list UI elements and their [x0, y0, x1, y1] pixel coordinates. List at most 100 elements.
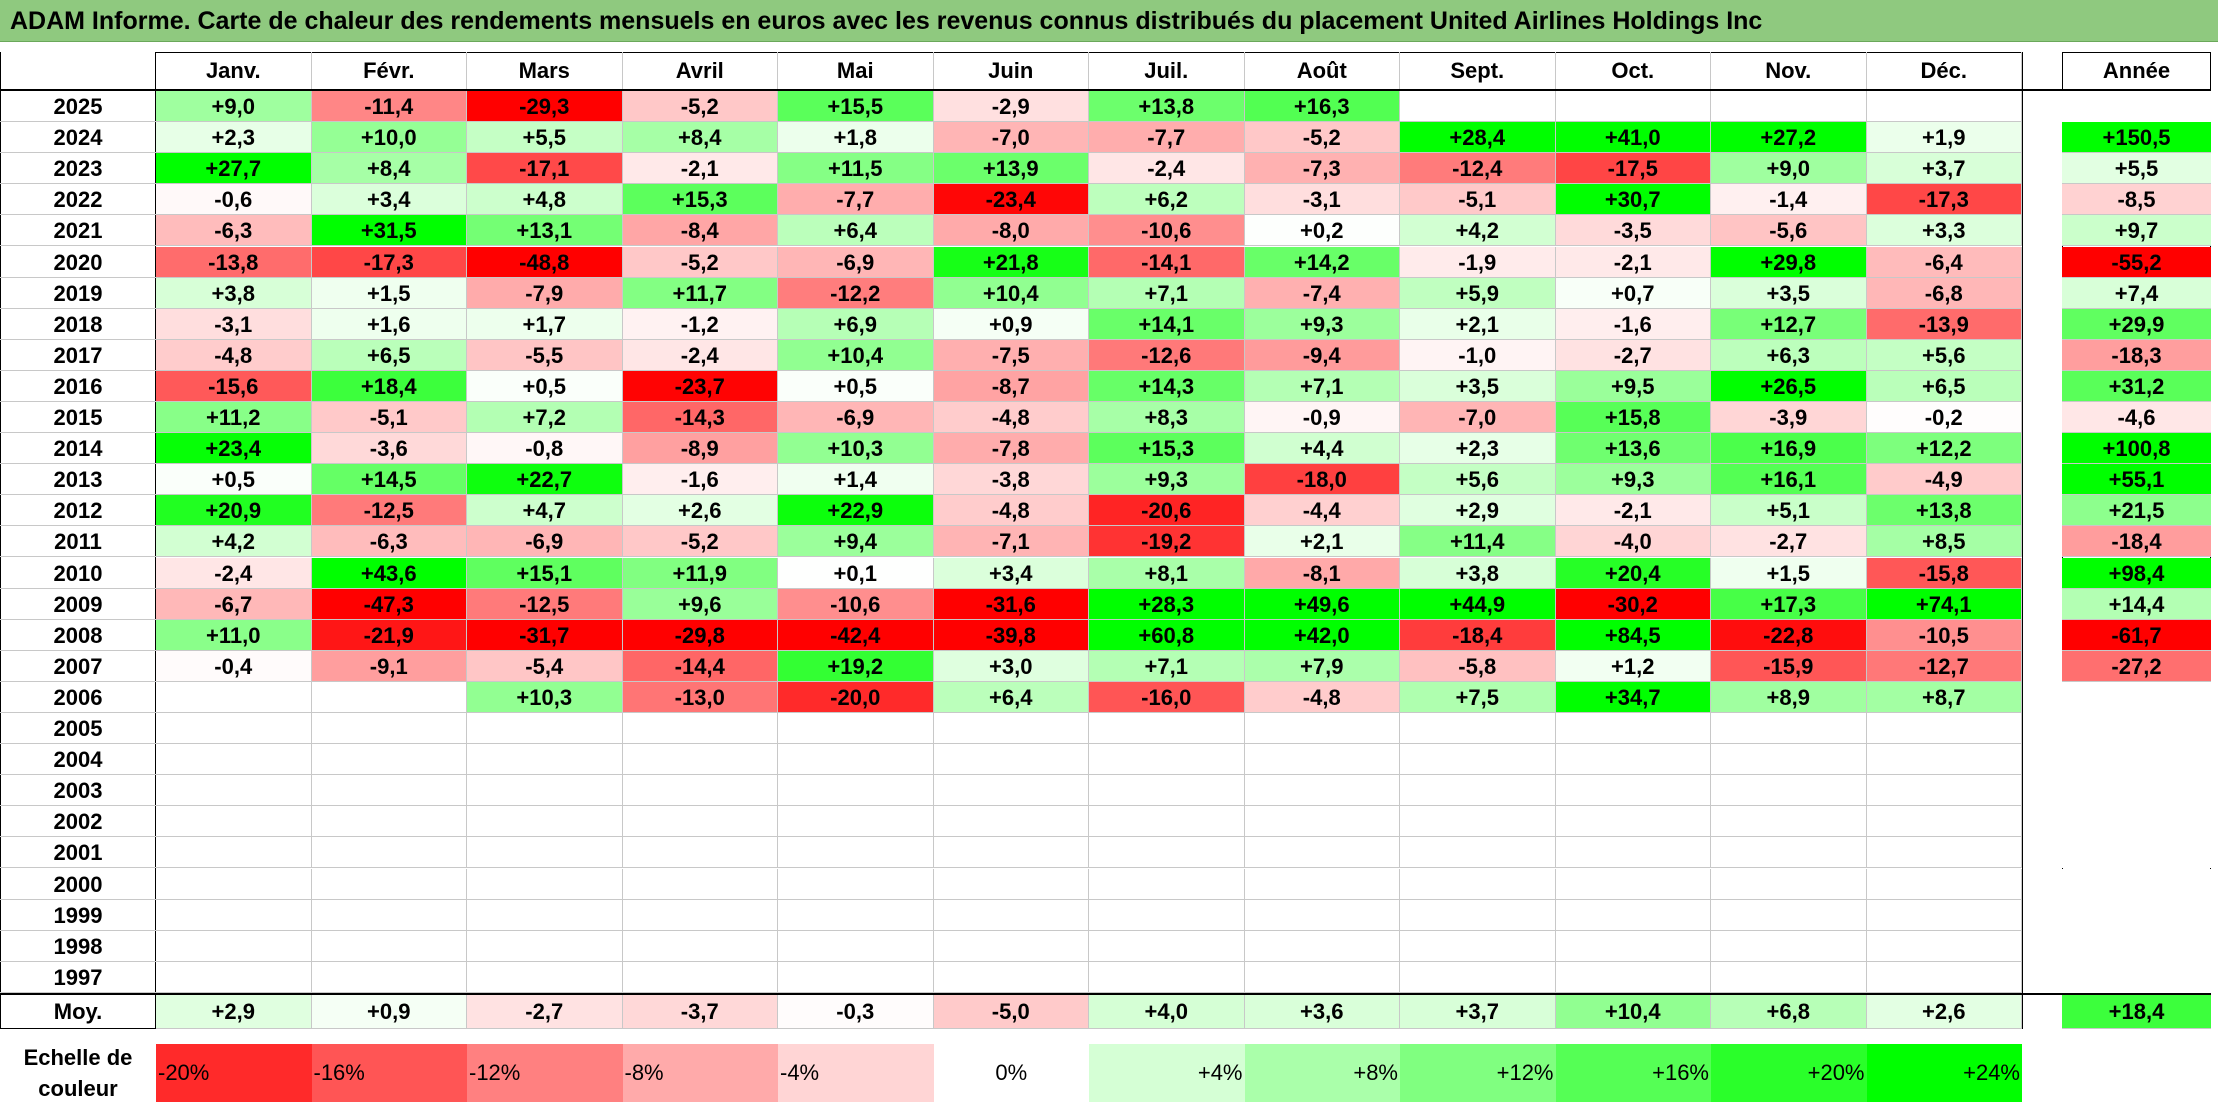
month-cell: +11,7	[622, 277, 778, 309]
month-cell: +3,8	[1400, 557, 1556, 589]
month-cell: -47,3	[311, 588, 467, 620]
month-cell	[156, 961, 312, 993]
month-cell: +0,9	[933, 308, 1089, 340]
month-cell: +49,6	[1244, 588, 1400, 620]
month-cell: -18,4	[1400, 619, 1556, 651]
month-cell: +10,3	[467, 681, 623, 713]
year-label: 2016	[0, 371, 156, 402]
month-cell	[778, 961, 934, 993]
year-label: 2013	[0, 464, 156, 496]
month-cell	[156, 930, 312, 962]
year-label: 2021	[0, 215, 156, 247]
month-cell: -7,0	[933, 122, 1089, 154]
annual-cell: -4,6	[2062, 402, 2211, 434]
month-cell	[1555, 930, 1711, 962]
month-cell	[1089, 961, 1245, 993]
month-cell: -8,0	[933, 215, 1089, 247]
month-cell: -8,4	[622, 215, 778, 247]
month-cell: +14,3	[1089, 370, 1245, 402]
month-cell: +5,9	[1400, 277, 1556, 309]
month-cell: -3,9	[1711, 402, 1867, 434]
page-title: ADAM Informe. Carte de chaleur des rende…	[0, 0, 2218, 42]
month-cell	[156, 744, 312, 776]
month-cell: +2,3	[1400, 433, 1556, 465]
year-label: 2024	[0, 122, 156, 154]
month-cell: -12,6	[1089, 339, 1245, 371]
month-cell: -1,6	[1555, 308, 1711, 340]
month-cell: -7,0	[1400, 402, 1556, 434]
annual-cell: +7,4	[2062, 277, 2211, 309]
month-cell: -7,9	[467, 277, 623, 309]
month-cell: -48,8	[467, 246, 623, 278]
month-cell	[933, 899, 1089, 931]
month-cell: +4,8	[467, 184, 623, 216]
month-cell: +7,5	[1400, 681, 1556, 713]
month-cell: +14,2	[1244, 246, 1400, 278]
month-cell	[622, 961, 778, 993]
month-cell: -14,1	[1089, 246, 1245, 278]
month-header: Avril	[623, 52, 778, 90]
month-cell	[467, 744, 623, 776]
month-cell: +0,5	[467, 370, 623, 402]
month-cell	[1089, 899, 1245, 931]
annual-cell: +5,5	[2062, 153, 2211, 185]
month-cell: -4,4	[1244, 495, 1400, 527]
month-cell: -15,6	[156, 370, 312, 402]
annual-cell	[2062, 91, 2211, 123]
month-cell: -2,1	[1555, 495, 1711, 527]
month-cell: -8,7	[933, 370, 1089, 402]
annual-cell: +9,7	[2062, 215, 2211, 247]
month-cell: -18,0	[1244, 464, 1400, 496]
month-cell: -2,7	[1555, 339, 1711, 371]
month-cell: -4,9	[1866, 464, 2022, 496]
month-cell	[1089, 775, 1245, 807]
annual-cell	[2062, 806, 2211, 838]
month-cell: -5,2	[622, 526, 778, 558]
month-cell	[311, 806, 467, 838]
month-cell	[467, 713, 623, 745]
year-label: 2014	[0, 433, 156, 465]
month-cell	[933, 837, 1089, 869]
month-cell: +0,5	[778, 370, 934, 402]
month-cell	[1555, 744, 1711, 776]
month-cell: -6,8	[1866, 277, 2022, 309]
month-cell: +15,5	[778, 91, 934, 123]
avg-cell: -2,7	[467, 995, 623, 1029]
month-cell: -1,2	[622, 308, 778, 340]
month-cell: +5,6	[1400, 464, 1556, 496]
month-cell: -5,8	[1400, 650, 1556, 682]
month-cell: -2,7	[1711, 526, 1867, 558]
month-cell	[933, 930, 1089, 962]
month-cell: -42,4	[778, 619, 934, 651]
month-cell: -23,7	[622, 370, 778, 402]
month-cell	[622, 868, 778, 900]
month-cell	[622, 806, 778, 838]
month-cell: +7,1	[1244, 370, 1400, 402]
annual-cell: -27,2	[2062, 650, 2211, 682]
month-cell: -6,9	[778, 402, 934, 434]
annual-cell	[2062, 713, 2211, 745]
month-cell: +28,3	[1089, 588, 1245, 620]
avg-cell: -5,0	[933, 995, 1089, 1029]
month-cell	[778, 744, 934, 776]
month-header: Nov.	[1711, 52, 1867, 90]
month-cell: +15,8	[1555, 402, 1711, 434]
month-cell	[1244, 930, 1400, 962]
scale-step: +8%	[1244, 1044, 1400, 1102]
month-cell: -2,1	[1555, 246, 1711, 278]
month-cell: +14,1	[1089, 308, 1245, 340]
year-label: 2017	[0, 340, 156, 371]
month-cell	[1555, 775, 1711, 807]
month-cell: -6,9	[467, 526, 623, 558]
annual-cell: -55,2	[2062, 246, 2211, 278]
month-cell: -31,7	[467, 619, 623, 651]
month-cell	[1089, 713, 1245, 745]
month-cell	[1555, 837, 1711, 869]
month-cell: -3,1	[156, 308, 312, 340]
annual-cell: +98,4	[2062, 557, 2211, 589]
month-cell: +42,0	[1244, 619, 1400, 651]
year-label: 2006	[0, 682, 156, 713]
month-cell	[1866, 806, 2022, 838]
month-cell: +26,5	[1711, 370, 1867, 402]
year-label: 2002	[0, 806, 156, 838]
